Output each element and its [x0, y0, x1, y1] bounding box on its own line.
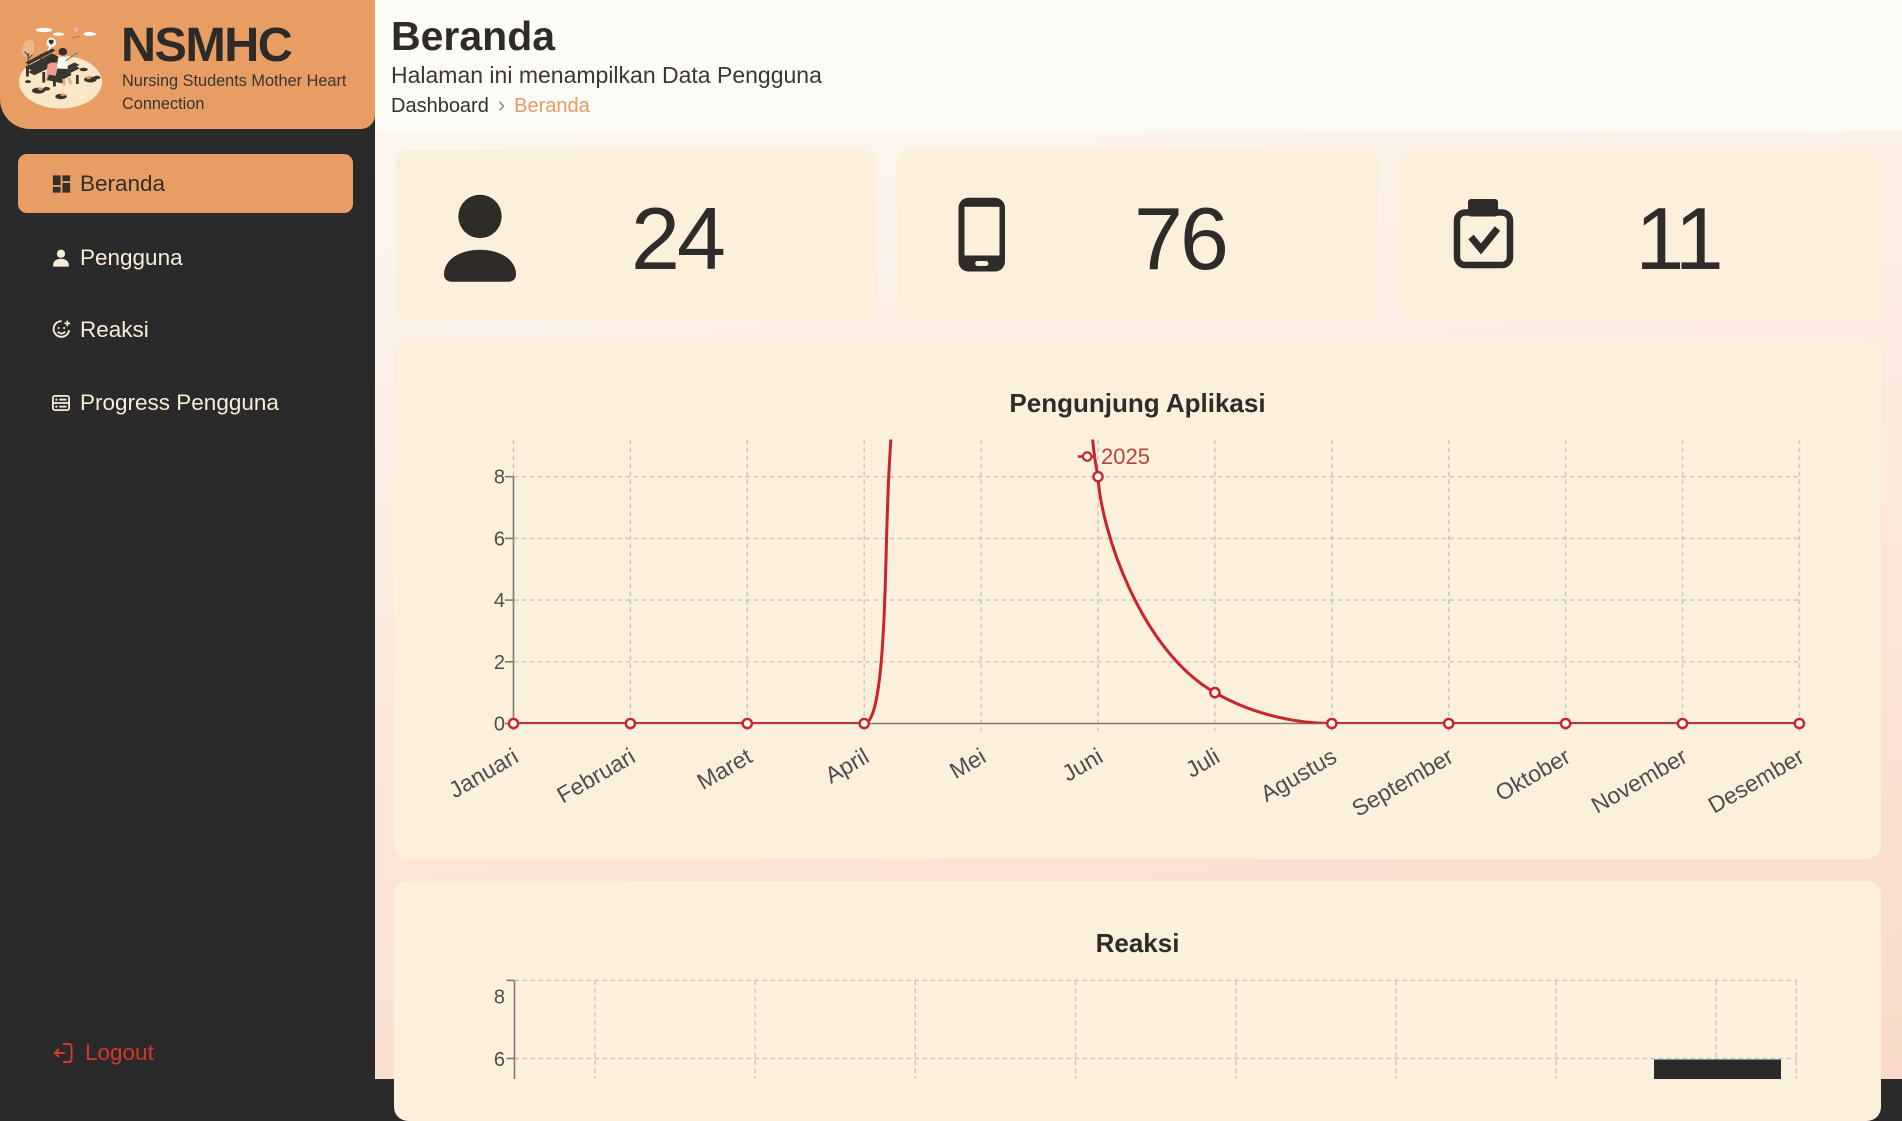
svg-text:Januari: Januari	[444, 743, 522, 803]
svg-text:8: 8	[494, 986, 505, 1008]
svg-text:November: November	[1587, 743, 1692, 819]
svg-text:Agustus: Agustus	[1256, 743, 1341, 807]
svg-text:April: April	[820, 743, 873, 789]
svg-text:Juni: Juni	[1057, 743, 1107, 787]
svg-text:Mei: Mei	[945, 743, 990, 784]
svg-text:September: September	[1347, 743, 1458, 822]
svg-text:Februari: Februari	[552, 743, 639, 808]
svg-text:Juli: Juli	[1181, 743, 1224, 783]
svg-text:Oktober: Oktober	[1491, 743, 1575, 807]
svg-text:6: 6	[494, 528, 505, 550]
svg-text:2: 2	[494, 652, 505, 674]
svg-text:4: 4	[494, 590, 505, 612]
svg-text:2025: 2025	[1101, 444, 1150, 469]
svg-text:Desember: Desember	[1704, 743, 1809, 819]
svg-text:8: 8	[494, 467, 505, 489]
svg-text:6: 6	[494, 1049, 505, 1071]
svg-text:0: 0	[494, 714, 505, 736]
svg-text:Maret: Maret	[692, 743, 756, 795]
